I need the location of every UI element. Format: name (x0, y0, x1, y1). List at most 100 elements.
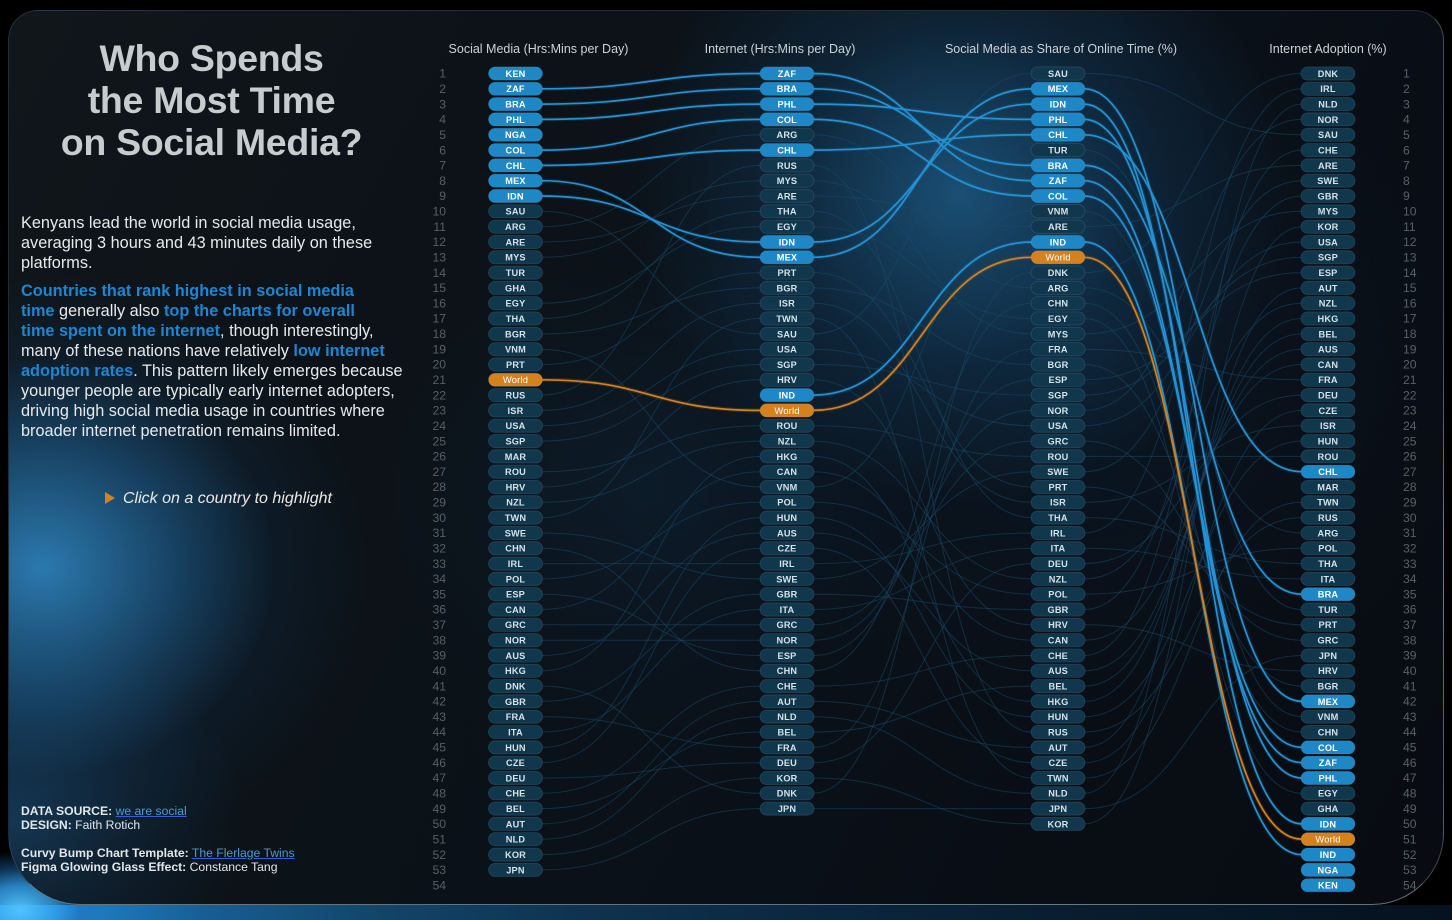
svg-text:4: 4 (1403, 113, 1410, 127)
svg-text:4: 4 (439, 113, 446, 127)
svg-text:34: 34 (432, 572, 446, 586)
svg-text:IRL: IRL (508, 559, 524, 569)
svg-text:COL: COL (777, 115, 797, 125)
svg-text:BRA: BRA (1318, 590, 1339, 600)
svg-text:ZAF: ZAF (1319, 758, 1338, 768)
svg-text:24: 24 (1403, 419, 1417, 433)
svg-text:PRT: PRT (1319, 620, 1338, 630)
svg-text:35: 35 (1403, 587, 1417, 601)
svg-text:NZL: NZL (1049, 574, 1068, 584)
svg-text:VNM: VNM (1047, 207, 1068, 217)
svg-text:CHL: CHL (1048, 130, 1068, 140)
svg-text:AUT: AUT (1318, 283, 1338, 293)
svg-text:ZAF: ZAF (1049, 176, 1068, 186)
svg-text:ROU: ROU (505, 467, 526, 477)
svg-text:IDN: IDN (1320, 819, 1337, 829)
svg-text:Social Media as Share of Onlin: Social Media as Share of Online Time (%) (945, 42, 1177, 56)
svg-text:BRA: BRA (1048, 161, 1069, 171)
svg-text:Internet Adoption (%): Internet Adoption (%) (1269, 42, 1386, 56)
svg-text:KOR: KOR (1047, 819, 1068, 829)
svg-text:HKG: HKG (1317, 314, 1338, 324)
svg-text:DEU: DEU (777, 758, 797, 768)
svg-text:SWE: SWE (505, 528, 527, 538)
svg-text:VNM: VNM (776, 482, 797, 492)
svg-text:CHE: CHE (777, 682, 797, 692)
svg-text:ARG: ARG (505, 222, 526, 232)
svg-text:8: 8 (1403, 174, 1410, 188)
svg-text:BEL: BEL (1049, 682, 1068, 692)
svg-text:3: 3 (439, 97, 446, 111)
svg-text:36: 36 (432, 603, 446, 617)
svg-text:19: 19 (1403, 342, 1417, 356)
svg-text:HKG: HKG (505, 666, 526, 676)
svg-text:42: 42 (1403, 695, 1417, 709)
svg-text:25: 25 (1403, 434, 1417, 448)
svg-text:BGR: BGR (505, 329, 526, 339)
svg-text:THA: THA (506, 314, 526, 324)
svg-text:54: 54 (1403, 878, 1417, 892)
svg-text:52: 52 (1403, 848, 1417, 862)
svg-text:BEL: BEL (506, 804, 525, 814)
svg-text:SAU: SAU (1048, 69, 1068, 79)
svg-text:ARG: ARG (1317, 528, 1338, 538)
svg-text:5: 5 (439, 128, 446, 142)
svg-text:MYS: MYS (777, 176, 798, 186)
svg-text:JPN: JPN (506, 865, 525, 875)
svg-text:NGA: NGA (505, 130, 526, 140)
svg-text:10: 10 (1403, 205, 1417, 219)
svg-text:ARG: ARG (776, 130, 797, 140)
svg-text:26: 26 (1403, 450, 1417, 464)
svg-text:MYS: MYS (1048, 329, 1069, 339)
svg-text:ISR: ISR (1050, 498, 1066, 508)
svg-text:RUS: RUS (1318, 513, 1338, 523)
svg-text:CHN: CHN (777, 666, 798, 676)
svg-text:ZAF: ZAF (778, 69, 797, 79)
svg-text:NOR: NOR (1047, 406, 1068, 416)
svg-text:18: 18 (432, 327, 446, 341)
svg-text:BRA: BRA (777, 84, 798, 94)
svg-text:52: 52 (432, 848, 446, 862)
svg-text:TUR: TUR (1048, 146, 1068, 156)
svg-text:13: 13 (1403, 251, 1417, 265)
svg-text:SGP: SGP (1318, 253, 1338, 263)
svg-text:COL: COL (1318, 743, 1338, 753)
svg-text:30: 30 (1403, 511, 1417, 525)
svg-text:DNK: DNK (505, 682, 526, 692)
svg-text:30: 30 (432, 511, 446, 525)
svg-text:CHE: CHE (1318, 146, 1338, 156)
svg-text:MYS: MYS (1318, 207, 1339, 217)
svg-text:37: 37 (1403, 618, 1417, 632)
svg-text:IDN: IDN (507, 191, 524, 201)
svg-text:HRV: HRV (1318, 666, 1339, 676)
svg-text:CHE: CHE (506, 789, 526, 799)
svg-text:16: 16 (432, 296, 446, 310)
svg-text:SWE: SWE (1317, 176, 1339, 186)
svg-text:TUR: TUR (1318, 605, 1338, 615)
svg-text:CAN: CAN (505, 605, 526, 615)
svg-text:POL: POL (777, 498, 797, 508)
svg-text:USA: USA (1318, 237, 1338, 247)
svg-text:CHN: CHN (1318, 727, 1339, 737)
svg-text:51: 51 (432, 833, 446, 847)
svg-text:44: 44 (1403, 725, 1417, 739)
svg-text:EGY: EGY (1318, 789, 1338, 799)
svg-text:1: 1 (1403, 67, 1410, 81)
svg-text:RUS: RUS (506, 391, 526, 401)
svg-text:HUN: HUN (1048, 712, 1069, 722)
svg-text:50: 50 (432, 817, 446, 831)
svg-text:World: World (774, 405, 799, 416)
svg-text:ESP: ESP (1049, 375, 1068, 385)
svg-text:CHN: CHN (1048, 299, 1069, 309)
svg-text:NOR: NOR (776, 636, 797, 646)
svg-text:32: 32 (1403, 542, 1417, 556)
svg-text:ARE: ARE (777, 191, 797, 201)
svg-text:BGR: BGR (776, 283, 797, 293)
svg-text:33: 33 (432, 557, 446, 571)
svg-text:ITA: ITA (780, 605, 795, 615)
svg-text:33: 33 (1403, 557, 1417, 571)
svg-text:USA: USA (506, 421, 526, 431)
svg-text:AUT: AUT (777, 697, 797, 707)
svg-text:15: 15 (1403, 281, 1417, 295)
svg-text:NZL: NZL (1319, 299, 1338, 309)
svg-text:PHL: PHL (778, 100, 797, 110)
